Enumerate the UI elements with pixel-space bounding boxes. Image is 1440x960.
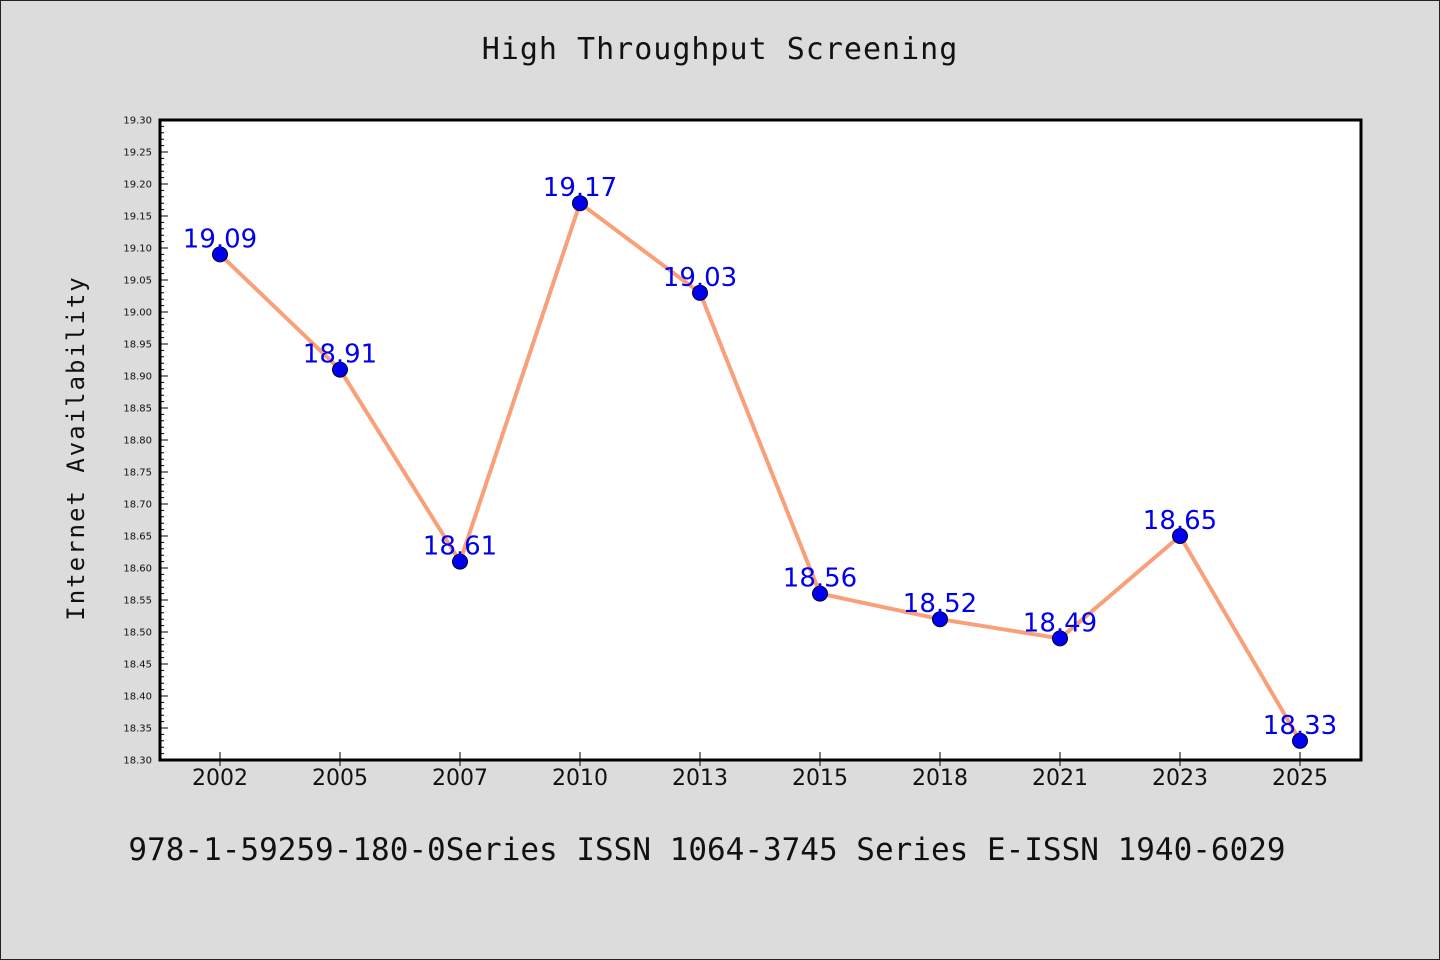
data-point-marker	[572, 195, 588, 212]
x-tick-label: 2025	[1272, 766, 1328, 791]
y-tick-label: 19.20	[123, 180, 152, 191]
y-tick-label: 18.60	[123, 564, 152, 575]
x-tick-label: 2021	[1032, 766, 1088, 791]
y-tick-label: 18.80	[123, 436, 152, 447]
data-label: 19.09	[183, 224, 257, 254]
y-tick-label: 18.70	[123, 500, 152, 511]
data-label: 18.65	[1143, 506, 1217, 536]
y-tick-label: 19.05	[123, 276, 152, 287]
y-tick-label: 18.45	[123, 660, 152, 671]
y-tick-label: 18.90	[123, 372, 152, 383]
y-tick-label: 18.35	[123, 724, 152, 735]
data-label: 18.91	[303, 340, 377, 370]
data-label: 18.61	[423, 532, 497, 562]
y-tick-label: 18.65	[123, 532, 152, 543]
footer-isbn-issn: 978-1-59259-180-0Series ISSN 1064-3745 S…	[128, 832, 1286, 868]
data-label: 18.52	[903, 589, 977, 619]
x-tick-label: 2013	[672, 766, 728, 791]
y-tick-label: 19.25	[123, 148, 152, 159]
y-tick-label: 18.30	[123, 756, 152, 767]
y-tick-label: 18.50	[123, 628, 152, 639]
x-tick-label: 2005	[312, 766, 368, 791]
data-point-marker	[932, 611, 948, 628]
y-tick-label: 18.85	[123, 404, 152, 415]
y-tick-label: 19.15	[123, 212, 152, 223]
y-tick-label: 19.30	[123, 116, 152, 127]
data-point-marker	[1052, 630, 1068, 647]
data-point-marker	[452, 553, 468, 570]
data-label: 18.33	[1263, 711, 1337, 741]
data-label: 19.03	[663, 263, 737, 293]
data-point-marker	[1292, 732, 1308, 749]
y-tick-label: 18.75	[123, 468, 152, 479]
x-tick-label: 2010	[552, 766, 608, 791]
data-label: 18.56	[783, 564, 857, 594]
series-line	[218, 201, 1302, 743]
y-tick-label: 18.40	[123, 692, 152, 703]
y-tick-label: 19.10	[123, 244, 152, 255]
x-tick-label: 2002	[192, 766, 248, 791]
x-tick-label: 2007	[432, 766, 488, 791]
data-point-marker	[212, 246, 228, 263]
y-tick-label: 18.55	[123, 596, 152, 607]
data-point-marker	[692, 284, 708, 301]
data-label: 19.17	[543, 173, 617, 203]
x-tick-label: 2018	[912, 766, 968, 791]
data-point-marker	[812, 585, 828, 602]
data-point-marker	[1172, 528, 1188, 544]
x-tick-label: 2023	[1152, 766, 1208, 791]
data-point-marker	[332, 361, 348, 378]
y-tick-label: 19.00	[123, 308, 152, 319]
y-tick-label: 18.95	[123, 340, 152, 351]
data-label: 18.49	[1023, 608, 1097, 638]
x-tick-label: 2015	[792, 766, 848, 791]
chart-title: High Throughput Screening	[481, 32, 959, 67]
